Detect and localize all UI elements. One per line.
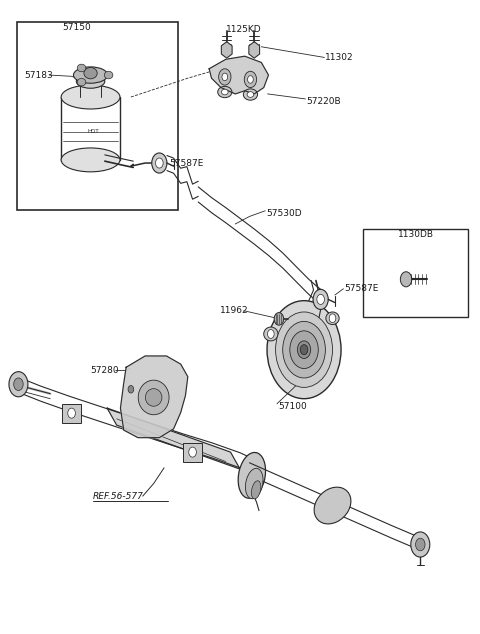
Ellipse shape bbox=[104, 71, 113, 79]
Circle shape bbox=[298, 341, 311, 358]
Ellipse shape bbox=[243, 89, 258, 100]
Circle shape bbox=[283, 321, 325, 378]
Ellipse shape bbox=[138, 380, 169, 415]
Polygon shape bbox=[249, 42, 260, 58]
Circle shape bbox=[313, 289, 328, 309]
Circle shape bbox=[156, 158, 163, 168]
Ellipse shape bbox=[221, 89, 228, 95]
Circle shape bbox=[152, 153, 167, 173]
Ellipse shape bbox=[218, 86, 232, 98]
Text: 57587E: 57587E bbox=[169, 158, 203, 167]
FancyBboxPatch shape bbox=[17, 22, 179, 210]
Text: 57587E: 57587E bbox=[344, 284, 379, 293]
Circle shape bbox=[219, 68, 231, 85]
Circle shape bbox=[128, 385, 134, 393]
Circle shape bbox=[276, 312, 333, 387]
Circle shape bbox=[189, 447, 196, 457]
Circle shape bbox=[329, 314, 336, 323]
Ellipse shape bbox=[61, 148, 120, 172]
Circle shape bbox=[267, 330, 274, 339]
Circle shape bbox=[317, 294, 324, 304]
FancyBboxPatch shape bbox=[183, 443, 202, 462]
Circle shape bbox=[9, 372, 28, 397]
Circle shape bbox=[274, 313, 284, 325]
Ellipse shape bbox=[61, 85, 120, 109]
Polygon shape bbox=[221, 42, 232, 58]
Text: 57183: 57183 bbox=[24, 70, 53, 79]
Polygon shape bbox=[120, 356, 188, 437]
Text: 57100: 57100 bbox=[278, 402, 307, 411]
Ellipse shape bbox=[73, 67, 108, 83]
Ellipse shape bbox=[252, 481, 261, 499]
Circle shape bbox=[222, 73, 228, 81]
Text: 1130DB: 1130DB bbox=[397, 230, 433, 238]
Text: 1125KD: 1125KD bbox=[226, 25, 262, 34]
Text: HOT: HOT bbox=[87, 129, 99, 134]
Ellipse shape bbox=[76, 74, 105, 88]
Circle shape bbox=[248, 75, 253, 83]
Circle shape bbox=[14, 378, 23, 391]
Circle shape bbox=[244, 71, 257, 87]
Circle shape bbox=[267, 301, 341, 399]
Circle shape bbox=[416, 538, 425, 551]
Circle shape bbox=[411, 532, 430, 557]
FancyBboxPatch shape bbox=[363, 229, 468, 317]
Circle shape bbox=[290, 331, 318, 368]
Ellipse shape bbox=[84, 67, 97, 79]
Text: 11302: 11302 bbox=[325, 53, 354, 62]
Text: REF.56-577: REF.56-577 bbox=[93, 491, 144, 501]
Ellipse shape bbox=[247, 92, 254, 98]
Text: 57150: 57150 bbox=[62, 23, 91, 32]
Text: 57280: 57280 bbox=[91, 366, 119, 375]
FancyBboxPatch shape bbox=[62, 404, 81, 423]
Circle shape bbox=[300, 345, 308, 354]
Circle shape bbox=[68, 408, 75, 418]
Polygon shape bbox=[107, 408, 240, 469]
Ellipse shape bbox=[145, 389, 162, 406]
Ellipse shape bbox=[245, 469, 263, 499]
Ellipse shape bbox=[77, 79, 86, 86]
Ellipse shape bbox=[264, 327, 278, 341]
Ellipse shape bbox=[326, 312, 339, 325]
Ellipse shape bbox=[314, 487, 351, 524]
Text: 57530D: 57530D bbox=[266, 209, 302, 218]
Text: 11962: 11962 bbox=[220, 306, 249, 315]
Text: 57220B: 57220B bbox=[306, 97, 341, 106]
Ellipse shape bbox=[77, 64, 86, 72]
Circle shape bbox=[400, 272, 412, 287]
Ellipse shape bbox=[238, 453, 265, 498]
Polygon shape bbox=[209, 56, 268, 94]
